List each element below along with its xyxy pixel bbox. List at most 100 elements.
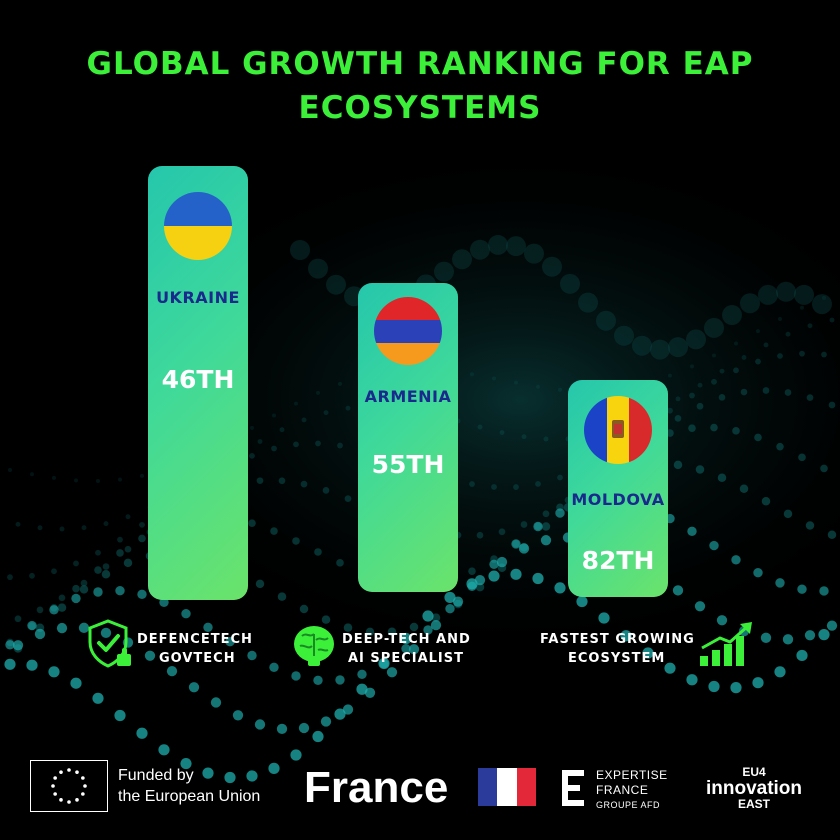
eu-star bbox=[59, 770, 63, 774]
background-dot bbox=[827, 530, 837, 540]
background-dot bbox=[271, 445, 277, 452]
background-dot bbox=[761, 496, 771, 506]
background-dot bbox=[477, 424, 483, 430]
background-dot bbox=[755, 358, 761, 365]
background-dot bbox=[739, 484, 749, 494]
background-dot bbox=[719, 368, 725, 374]
background-dot bbox=[688, 424, 696, 432]
background-dot bbox=[136, 727, 148, 739]
background-dot bbox=[650, 339, 670, 360]
background-dot bbox=[118, 477, 122, 482]
background-dot bbox=[30, 472, 34, 477]
background-dot bbox=[254, 719, 266, 730]
background-dot bbox=[114, 709, 126, 722]
background-dot bbox=[799, 350, 805, 357]
background-dot bbox=[338, 381, 342, 386]
background-dot bbox=[558, 387, 562, 392]
background-dot bbox=[5, 640, 15, 650]
background-dot bbox=[476, 531, 484, 539]
background-dot bbox=[466, 578, 478, 590]
background-dot bbox=[272, 413, 276, 418]
background-dot bbox=[430, 620, 442, 631]
background-dot bbox=[422, 610, 434, 622]
background-dot bbox=[794, 284, 814, 305]
background-dot bbox=[115, 586, 125, 596]
background-dot bbox=[290, 749, 302, 761]
background-dot bbox=[695, 465, 705, 474]
background-dot bbox=[560, 273, 580, 294]
background-dot bbox=[536, 384, 540, 389]
background-dot bbox=[756, 329, 760, 334]
background-dot bbox=[249, 452, 255, 459]
background-dot bbox=[488, 234, 508, 255]
eu-star bbox=[67, 768, 71, 772]
background-dot bbox=[335, 675, 345, 685]
background-dot bbox=[532, 572, 544, 585]
background-dot bbox=[668, 373, 672, 378]
feature-fastest-growing: FASTEST GROWING ECOSYSTEM bbox=[540, 630, 710, 668]
background-dot bbox=[774, 666, 786, 678]
background-dot bbox=[514, 380, 518, 385]
background-dot bbox=[812, 294, 832, 315]
background-dot bbox=[797, 584, 807, 594]
background-dot bbox=[116, 549, 124, 557]
background-dot bbox=[29, 572, 35, 579]
background-dot bbox=[614, 325, 634, 346]
ukraine-flag-icon bbox=[164, 192, 232, 260]
background-dot bbox=[687, 526, 697, 537]
background-dot bbox=[776, 281, 796, 302]
background-dot bbox=[100, 627, 112, 639]
eu-star bbox=[81, 792, 85, 796]
background-dot bbox=[578, 292, 598, 313]
background-dot bbox=[717, 473, 727, 483]
background-dot bbox=[277, 592, 287, 601]
background-dot bbox=[492, 376, 496, 381]
background-dot bbox=[826, 620, 838, 631]
background-dot bbox=[704, 317, 724, 338]
background-dot bbox=[321, 615, 331, 624]
background-dot bbox=[246, 770, 258, 782]
background-dot bbox=[470, 239, 490, 260]
background-dot bbox=[686, 329, 706, 350]
background-dot bbox=[312, 730, 324, 743]
background-dot bbox=[475, 582, 485, 592]
background-dot bbox=[137, 589, 147, 600]
background-dot bbox=[323, 410, 329, 416]
background-dot bbox=[34, 628, 46, 640]
background-dot bbox=[740, 388, 748, 396]
background-dot bbox=[268, 762, 280, 774]
background-dot bbox=[313, 675, 323, 686]
background-dot bbox=[819, 586, 829, 596]
background-dot bbox=[667, 407, 673, 414]
background-dot bbox=[782, 634, 794, 645]
bar-label-ukraine: UKRAINE bbox=[156, 288, 240, 307]
background-dot bbox=[26, 659, 38, 671]
background-dot bbox=[250, 425, 254, 430]
background-dot bbox=[666, 429, 674, 437]
background-dot bbox=[314, 548, 322, 556]
background-dot bbox=[733, 367, 739, 374]
background-dot bbox=[710, 423, 718, 432]
background-dot bbox=[778, 317, 782, 322]
background-dot bbox=[316, 390, 320, 395]
background-dot bbox=[322, 487, 330, 494]
background-dot bbox=[94, 566, 102, 574]
background-dot bbox=[48, 666, 60, 678]
background-dot bbox=[452, 249, 472, 270]
background-dot bbox=[315, 440, 321, 447]
background-dot bbox=[298, 722, 310, 734]
background-dot bbox=[423, 625, 433, 635]
background-dot bbox=[796, 649, 808, 662]
background-dot bbox=[554, 582, 566, 594]
feature-deep-tech: DEEP-TECH AND AI SPECIALIST bbox=[342, 630, 492, 668]
background-dot bbox=[689, 392, 695, 399]
background-dot bbox=[255, 579, 265, 589]
background-dot bbox=[80, 579, 88, 587]
background-dot bbox=[188, 682, 200, 693]
background-dot bbox=[8, 468, 12, 472]
background-dot bbox=[543, 436, 549, 442]
background-dot bbox=[203, 622, 213, 632]
background-dot bbox=[96, 479, 100, 484]
background-dot bbox=[696, 402, 704, 410]
expertise-line: GROUPE AFD bbox=[596, 800, 661, 810]
